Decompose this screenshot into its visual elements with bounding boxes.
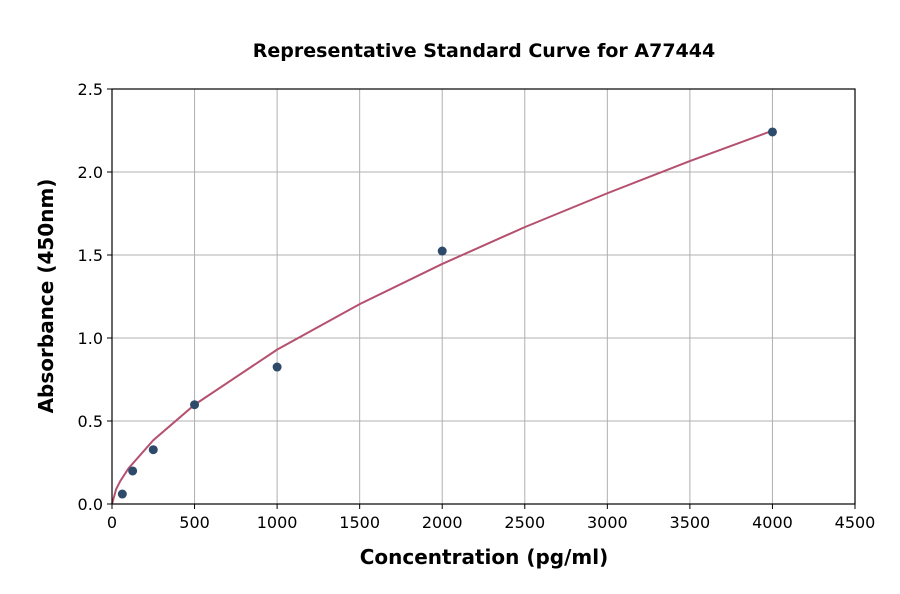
data-points [117, 127, 777, 499]
x-tick-label: 3500 [670, 513, 711, 532]
y-tick-label: 2.5 [78, 80, 103, 99]
x-tick-label: 4000 [752, 513, 793, 532]
data-point [190, 400, 200, 410]
x-tick-label: 0 [107, 513, 117, 532]
x-tick-label: 1500 [339, 513, 380, 532]
y-tick-label: 0.5 [78, 412, 103, 431]
data-point [148, 445, 158, 455]
x-tick-label: 500 [179, 513, 210, 532]
y-tick-label: 1.5 [78, 246, 103, 265]
data-point [117, 489, 127, 499]
x-axis-label: Concentration (pg/ml) [360, 545, 609, 569]
x-tick-label: 4500 [835, 513, 876, 532]
axis-ticks: 0 500 1000 1500 2000 2500 3000 3500 4000 4500 0.0 0… [78, 80, 876, 532]
data-point [437, 246, 447, 256]
x-tick-label: 1000 [257, 513, 298, 532]
fit-curve [111, 129, 773, 505]
y-tick-label: 1.0 [78, 329, 103, 348]
x-tick-label: 2000 [422, 513, 463, 532]
chart-title: Representative Standard Curve for A77444 [253, 40, 715, 62]
y-tick-label: 2.0 [78, 163, 103, 182]
data-point [128, 466, 138, 476]
x-tick-label: 3000 [587, 513, 628, 532]
y-axis-label: Absorbance (450nm) [34, 179, 58, 414]
plot-frame [111, 88, 856, 505]
x-tick-label: 2500 [504, 513, 545, 532]
data-point [272, 362, 282, 372]
y-tick-label: 0.0 [78, 495, 103, 514]
grid [111, 88, 856, 505]
data-point [767, 127, 777, 137]
